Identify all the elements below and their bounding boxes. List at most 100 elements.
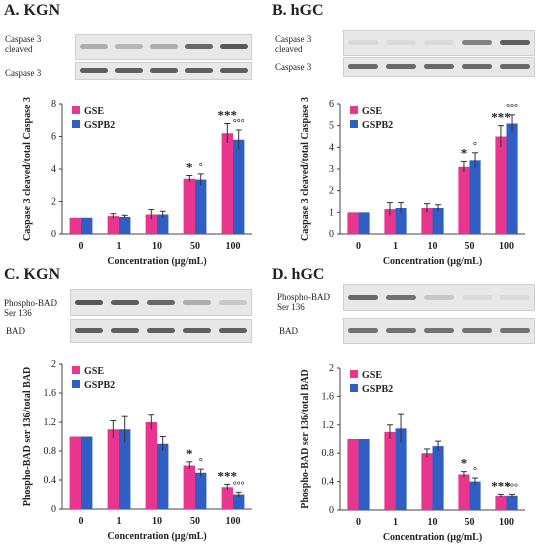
bar — [221, 133, 233, 234]
bar — [183, 465, 195, 509]
y-tick-label: 4 — [329, 142, 334, 153]
y-tick-label: 1.2 — [322, 420, 335, 431]
significance-label: °°° — [233, 118, 245, 129]
bar — [432, 446, 444, 510]
bar — [358, 212, 370, 234]
legend-swatch — [72, 366, 80, 374]
significance-label: * — [461, 145, 468, 160]
panel-a-western-blot-total — [75, 62, 252, 80]
significance-label: * — [461, 456, 468, 471]
y-axis-title: Caspase 3 cleaved/total Caspase 3 — [300, 97, 311, 241]
blot-band — [219, 68, 248, 73]
x-axis-title: Concentration (µg/mL) — [107, 531, 206, 542]
x-tick-label: 50 — [190, 516, 200, 527]
y-tick-label: 0.4 — [322, 477, 335, 488]
significance-label: ° — [199, 457, 203, 468]
blot-band — [114, 68, 143, 73]
legend-label: GSPB2 — [362, 384, 393, 395]
y-axis-title: Caspase 3 cleaved/total Caspase 3 — [22, 97, 33, 241]
bar — [119, 216, 131, 234]
panel-a-blot1-label: Caspase 3 cleaved — [5, 34, 42, 54]
bar — [107, 429, 119, 509]
bar — [469, 481, 481, 510]
x-axis-title: Concentration (µg/mL) — [383, 532, 482, 543]
y-tick-label: 2 — [51, 197, 56, 208]
panel-d-blot2-label: BAD — [279, 326, 299, 336]
panel-a-blot2-label: Caspase 3 — [5, 68, 42, 78]
y-tick-label: 1 — [329, 207, 334, 218]
blot-band — [182, 299, 212, 305]
y-tick-label: 1.6 — [44, 388, 57, 399]
x-tick-label: 0 — [356, 517, 361, 528]
blot-band — [423, 40, 455, 45]
blot-band — [182, 328, 212, 333]
x-tick-label: 1 — [117, 516, 122, 527]
x-tick-label: 10 — [152, 516, 162, 527]
y-tick-label: 6 — [51, 132, 56, 143]
bar — [107, 216, 119, 234]
panel-a-bar-chart: 0 2 4 6 8 0 1 10 50 100 * ° ***°°° GSE GSPB2 Concentrat… — [22, 97, 252, 267]
significance-label: ° — [473, 466, 477, 477]
blot-band — [423, 328, 455, 333]
blot-band — [110, 328, 140, 333]
bar — [195, 472, 207, 509]
y-tick-label: 2 — [51, 359, 56, 370]
blot-band — [146, 299, 176, 305]
panel-c-western-blot-phospho — [70, 289, 252, 316]
y-tick-label: 0.4 — [44, 475, 57, 486]
bar — [157, 443, 169, 509]
y-axis-title: Phospho-BAD ser 136/total BAD — [300, 369, 311, 509]
blot-band — [110, 299, 140, 305]
blot-band — [423, 294, 455, 300]
x-tick-label: 50 — [465, 241, 475, 252]
blot-band — [74, 328, 104, 333]
significance-label: ° — [473, 141, 477, 152]
legend-swatch — [350, 120, 358, 128]
bar — [69, 217, 81, 234]
bar — [233, 139, 245, 234]
blot-band — [218, 299, 248, 305]
legend-swatch — [72, 380, 80, 388]
y-tick-label: 1.2 — [44, 417, 57, 428]
panel-b-western-blot-cleaved — [343, 30, 535, 56]
bar — [81, 436, 93, 509]
bar — [421, 453, 433, 510]
blot-band — [347, 64, 379, 69]
legend-label: GSE — [84, 366, 104, 377]
panel-b-western-blot-total — [343, 57, 535, 77]
panel-a-western-blot-cleaved — [75, 34, 252, 60]
y-tick-label: 8 — [51, 99, 56, 110]
blot-band — [499, 328, 531, 333]
bar — [81, 217, 93, 234]
x-tick-label: 1 — [117, 241, 122, 252]
panel-c-blot2-label: BAD — [6, 326, 26, 336]
x-tick-label: 1 — [393, 241, 398, 252]
blot-band — [146, 328, 176, 333]
panel-b-blot1-label: Caspase 3 cleaved — [275, 34, 312, 54]
y-tick-label: 2 — [329, 186, 334, 197]
y-tick-label: 6 — [329, 99, 334, 110]
panel-d-title: D. hGC — [272, 266, 325, 283]
legend-swatch — [350, 384, 358, 392]
bar — [69, 436, 81, 509]
blot-band — [461, 40, 493, 45]
blot-band — [385, 294, 417, 300]
bar — [395, 208, 407, 234]
bar — [506, 123, 518, 234]
blot-band — [385, 40, 417, 45]
y-tick-label: 0 — [51, 504, 56, 515]
y-tick-label: 4 — [51, 164, 56, 175]
significance-label: °°° — [506, 482, 518, 493]
bar — [358, 439, 370, 510]
legend-label: GSPB2 — [84, 380, 115, 391]
bar — [347, 212, 359, 234]
bar — [233, 494, 245, 509]
y-tick-label: 0 — [51, 229, 56, 240]
x-axis-title: Concentration (µg/mL) — [383, 256, 482, 267]
blot-band — [499, 64, 531, 69]
x-tick-label: 100 — [499, 517, 514, 528]
blot-band — [499, 40, 531, 45]
blot-band — [184, 44, 213, 49]
significance-label: °°° — [506, 103, 518, 114]
x-tick-label: 100 — [226, 241, 241, 252]
